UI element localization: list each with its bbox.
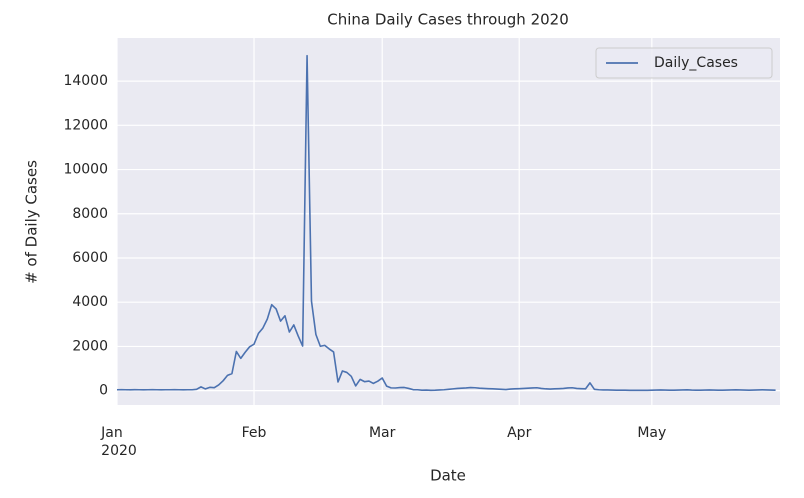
legend-box — [595, 47, 773, 79]
marks — [116, 54, 776, 392]
y-tick-label: 12000 — [63, 117, 108, 133]
plot-area — [117, 38, 780, 405]
y-tick-label: 14000 — [63, 73, 108, 89]
x-tick-label: Mar — [368, 425, 396, 441]
y-tick-label: 6000 — [72, 250, 108, 266]
legend-label: Daily_Cases — [654, 55, 738, 71]
x-tick-label: May — [637, 425, 667, 441]
x-tick-label: Jan 2020 — [101, 425, 137, 459]
y-axis-label: # of Daily Cases — [23, 160, 41, 284]
line-series — [116, 54, 776, 392]
y-tick-label: 10000 — [63, 162, 108, 178]
y-tick-label: 4000 — [72, 294, 108, 310]
y-tick-label: 2000 — [72, 338, 108, 354]
x-axis-label: Date — [430, 467, 466, 485]
y-tick-label: 0 — [99, 383, 108, 399]
x-tick-label: Feb — [241, 425, 267, 441]
x-tick-label: Apr — [507, 425, 532, 441]
chart-title: China Daily Cases through 2020 — [327, 11, 569, 29]
y-tick-label: 8000 — [72, 206, 108, 222]
